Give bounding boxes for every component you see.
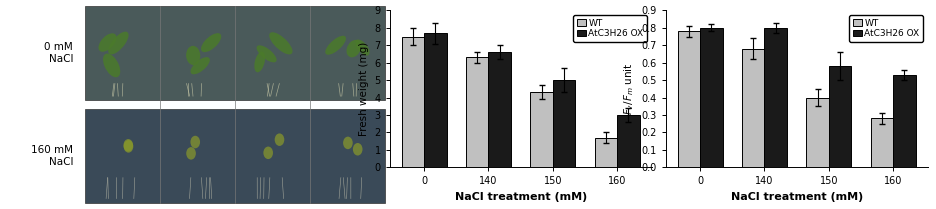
X-axis label: NaCl treatment (mM): NaCl treatment (mM): [730, 192, 862, 202]
Ellipse shape: [353, 143, 362, 155]
Bar: [764, 28, 786, 167]
Bar: [552, 80, 575, 167]
Text: 160 mM
NaCl: 160 mM NaCl: [31, 145, 73, 167]
Ellipse shape: [186, 46, 200, 65]
Ellipse shape: [98, 33, 116, 52]
Ellipse shape: [256, 45, 276, 62]
Bar: [84, 6, 385, 100]
Bar: [828, 66, 851, 167]
Legend: WT, AtC3H26 OX: WT, AtC3H26 OX: [848, 15, 922, 42]
Ellipse shape: [254, 52, 265, 72]
Ellipse shape: [263, 147, 272, 159]
Bar: [699, 28, 722, 167]
Bar: [402, 37, 424, 167]
Ellipse shape: [124, 140, 133, 153]
Ellipse shape: [325, 36, 345, 55]
Bar: [594, 138, 617, 167]
Bar: [677, 31, 699, 167]
Ellipse shape: [190, 136, 200, 148]
Ellipse shape: [274, 133, 284, 146]
Bar: [84, 109, 385, 203]
Bar: [806, 98, 828, 167]
Bar: [424, 33, 446, 167]
Ellipse shape: [186, 147, 196, 160]
Ellipse shape: [355, 40, 369, 56]
Ellipse shape: [346, 40, 360, 57]
Bar: [870, 119, 892, 167]
Bar: [617, 115, 639, 167]
Text: 0 mM
NaCl: 0 mM NaCl: [44, 42, 73, 64]
Legend: WT, AtC3H26 OX: WT, AtC3H26 OX: [573, 15, 647, 42]
Bar: [741, 49, 764, 167]
Ellipse shape: [108, 32, 128, 55]
X-axis label: NaCl treatment (mM): NaCl treatment (mM): [454, 192, 586, 202]
Ellipse shape: [124, 139, 133, 152]
Bar: [530, 92, 552, 167]
Bar: [488, 52, 510, 167]
Y-axis label: $F_v$/$F_m$ unit: $F_v$/$F_m$ unit: [622, 62, 635, 115]
Ellipse shape: [201, 33, 221, 52]
Ellipse shape: [103, 54, 120, 77]
Ellipse shape: [190, 57, 210, 74]
Ellipse shape: [269, 32, 292, 54]
Ellipse shape: [343, 137, 352, 149]
Y-axis label: Fresh weight (mg): Fresh weight (mg): [358, 42, 369, 136]
Bar: [465, 57, 488, 167]
Bar: [892, 75, 914, 167]
